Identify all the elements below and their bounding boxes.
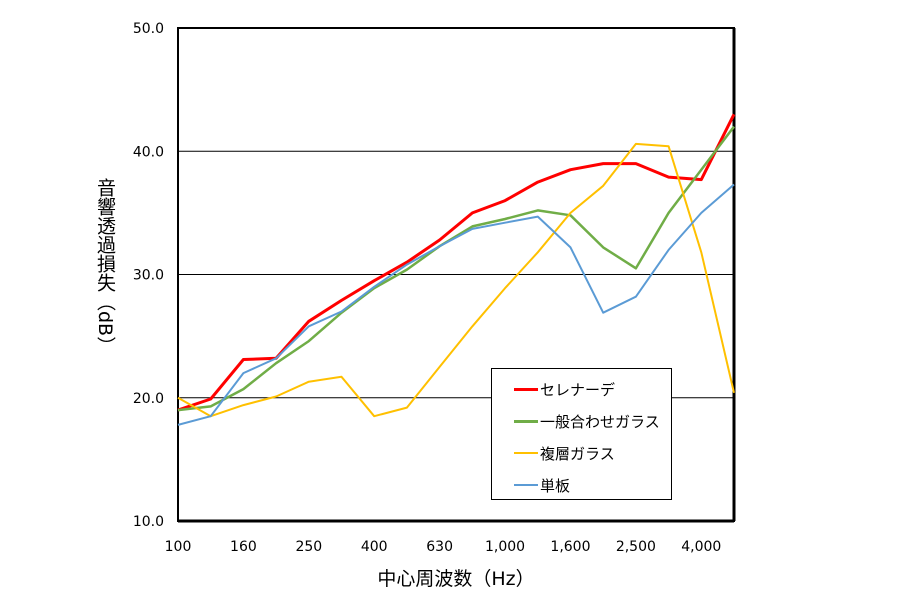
series-line (177, 183, 735, 426)
series-line (177, 142, 735, 418)
legend-item: 複層ガラス (492, 437, 671, 469)
legend-label: 複層ガラス (540, 444, 615, 463)
x-tick-label: 250 (295, 539, 322, 555)
x-tick-label: 630 (426, 539, 453, 555)
x-tick-label: 2,500 (616, 539, 656, 555)
series-line (177, 125, 735, 412)
series-line (177, 113, 736, 412)
x-tick-label: 1,600 (550, 539, 590, 555)
y-axis-label: 音響透過損失（dB） (94, 178, 116, 356)
y-tick-label: 20.0 (133, 391, 164, 407)
legend-swatch (514, 419, 538, 423)
legend-item: 単板 (492, 469, 671, 501)
legend-item: 一般合わせガラス (492, 405, 671, 437)
y-tick-label: 30.0 (133, 268, 164, 284)
y-tick-label: 10.0 (133, 514, 164, 530)
legend-swatch (514, 452, 538, 454)
legend-swatch (514, 387, 538, 391)
legend-label: 一般合わせガラス (540, 412, 660, 431)
legend-label: セレナーデ (540, 380, 616, 399)
legend-swatch (514, 484, 538, 486)
legend-label: 単板 (540, 476, 571, 495)
x-tick-label: 1,000 (485, 539, 525, 555)
x-tick-label: 100 (165, 539, 192, 555)
x-tick-label: 160 (230, 539, 257, 555)
x-tick-label: 4,000 (681, 539, 721, 555)
y-tick-label: 40.0 (133, 144, 164, 160)
legend: セレナーデ 一般合わせガラス 複層ガラス 単板 (491, 368, 672, 500)
y-tick-label: 50.0 (133, 21, 164, 37)
x-tick-label: 400 (361, 539, 388, 555)
legend-item: セレナーデ (492, 373, 671, 405)
x-axis-label: 中心周波数（Hz） (377, 568, 535, 590)
